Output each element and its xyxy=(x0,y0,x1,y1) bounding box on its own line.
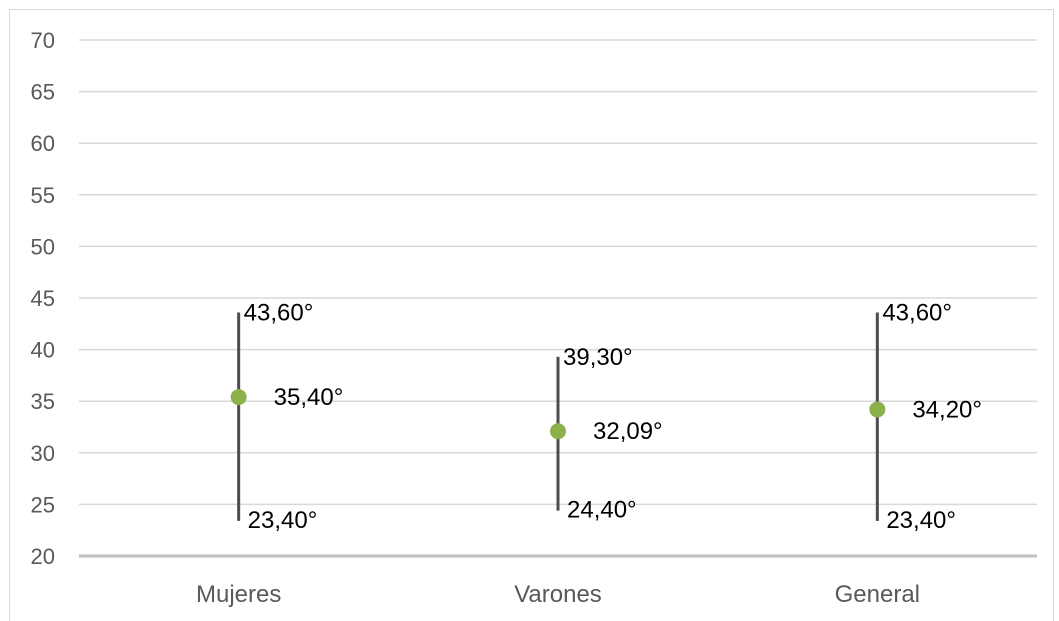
mean-marker xyxy=(869,401,886,418)
mean-marker xyxy=(230,389,247,406)
y-tick-label: 35 xyxy=(31,389,55,414)
min-label: 23,40° xyxy=(248,507,318,534)
mean-label: 32,09° xyxy=(593,418,663,445)
axes: 20 25 30 35 40 45 50 55 60 65 70 Mujeres Varones Gene… xyxy=(31,28,1037,608)
y-tick-label: 55 xyxy=(31,183,55,208)
mean-marker xyxy=(550,423,566,440)
y-tick-label: 30 xyxy=(31,441,55,466)
max-label: 39,30° xyxy=(563,344,633,371)
y-tick-label: 70 xyxy=(31,28,55,53)
data-labels: 43,60° 35,40° 23,40° 39,30° 32,09° 24,40° 43,6… xyxy=(244,299,982,533)
x-tick-label: General xyxy=(835,581,920,608)
y-tick-label: 65 xyxy=(31,80,55,105)
chart-frame xyxy=(9,9,1054,621)
min-label: 24,40° xyxy=(567,497,637,524)
mean-label: 34,20° xyxy=(912,396,982,423)
y-tick-label: 45 xyxy=(31,286,55,311)
x-tick-label: Mujeres xyxy=(196,581,281,608)
data-marks xyxy=(230,312,886,521)
min-label: 23,40° xyxy=(886,507,956,534)
mean-label: 35,40° xyxy=(274,384,344,411)
y-tick-label: 50 xyxy=(31,234,55,259)
y-tick-label: 60 xyxy=(31,131,55,156)
y-tick-label: 40 xyxy=(31,338,55,363)
max-label: 43,60° xyxy=(882,299,952,326)
max-label: 43,60° xyxy=(244,299,314,326)
x-tick-label: Varones xyxy=(514,581,602,608)
y-tick-label: 25 xyxy=(31,492,55,517)
y-tick-label: 20 xyxy=(31,544,55,569)
